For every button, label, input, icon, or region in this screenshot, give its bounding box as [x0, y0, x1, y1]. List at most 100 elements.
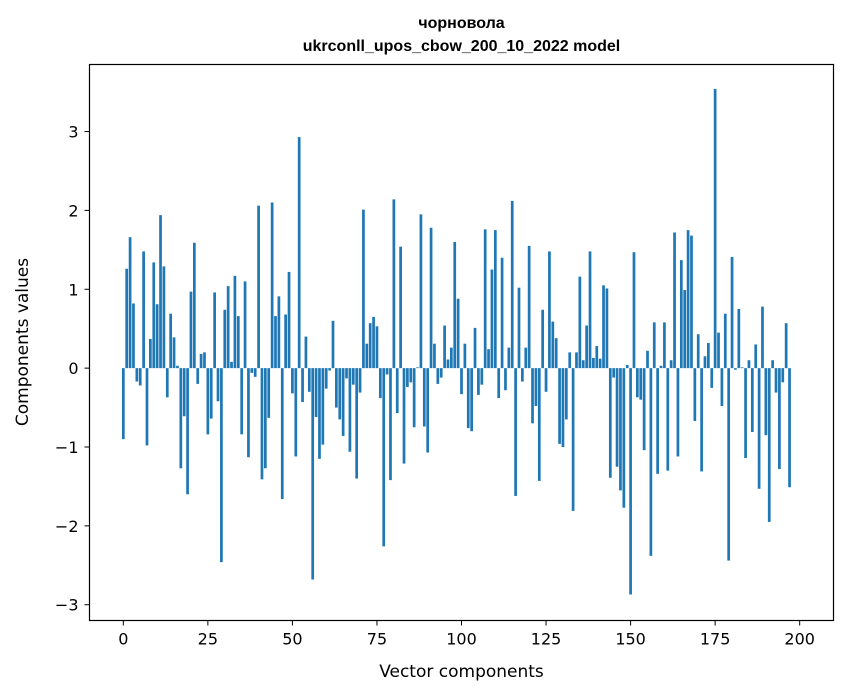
- bar: [351, 368, 355, 385]
- bar: [169, 313, 173, 369]
- bar: [368, 323, 372, 369]
- bar: [280, 368, 284, 500]
- bar: [740, 367, 744, 369]
- bar: [243, 281, 247, 369]
- bar: [138, 368, 142, 386]
- bar: [331, 320, 335, 369]
- bar: [629, 368, 632, 595]
- bar: [159, 215, 162, 369]
- bar: [622, 368, 626, 508]
- bar: [497, 368, 501, 399]
- bar: [324, 368, 328, 389]
- bar: [690, 235, 693, 369]
- bar: [781, 368, 785, 383]
- bar: [450, 347, 453, 369]
- bar: [598, 358, 602, 369]
- bar: [551, 321, 555, 369]
- bar: [260, 368, 264, 480]
- bar: [253, 368, 257, 377]
- bar: [172, 337, 176, 369]
- bar: [605, 288, 609, 369]
- bar: [433, 343, 436, 369]
- x-tick-label: 25: [198, 630, 218, 649]
- bar: [176, 365, 179, 369]
- bar: [422, 368, 426, 427]
- bar: [646, 350, 649, 369]
- bar: [142, 251, 145, 369]
- bar: [585, 325, 588, 369]
- bar: [152, 262, 156, 369]
- bar: [659, 365, 663, 369]
- bar: [267, 368, 271, 418]
- bar: [608, 368, 612, 478]
- bar: [541, 309, 545, 369]
- x-axis-label: Vector components: [379, 662, 544, 682]
- bar: [355, 368, 359, 479]
- bar: [348, 368, 352, 452]
- bar: [199, 353, 203, 369]
- x-tick-label: 0: [118, 630, 128, 649]
- bar: [291, 368, 294, 394]
- bar: [561, 368, 565, 447]
- y-tick-label: 1: [68, 280, 78, 299]
- x-tick-label: 50: [282, 630, 302, 649]
- bar: [196, 368, 200, 384]
- bar: [365, 343, 369, 369]
- bar: [602, 285, 605, 369]
- bar: [707, 342, 710, 369]
- x-tick-label: 175: [700, 630, 731, 649]
- bar: [358, 368, 362, 393]
- bar: [774, 368, 778, 393]
- chart-title: чорновола: [418, 15, 504, 32]
- bar: [656, 368, 659, 474]
- bar: [463, 343, 467, 369]
- bar: [233, 275, 237, 369]
- bar: [125, 268, 129, 369]
- bar: [223, 309, 227, 369]
- bar: [534, 368, 538, 406]
- bar: [483, 229, 487, 369]
- bar: [578, 276, 582, 369]
- y-tick-label: −1: [55, 438, 79, 457]
- x-tick-label: 150: [615, 630, 646, 649]
- bar: [734, 368, 737, 370]
- bar: [521, 368, 524, 382]
- bar: [375, 326, 379, 369]
- bar: [416, 367, 419, 369]
- bar: [402, 368, 406, 464]
- bar: [155, 304, 159, 369]
- bar: [446, 359, 450, 369]
- bar: [270, 202, 274, 369]
- bar: [666, 368, 670, 471]
- bar: [436, 368, 440, 384]
- bar: [615, 368, 619, 467]
- y-tick-label: −3: [55, 596, 79, 615]
- bar: [213, 292, 216, 369]
- bar: [524, 347, 528, 369]
- bar: [595, 346, 599, 369]
- bar: [192, 242, 196, 369]
- bar: [294, 368, 298, 457]
- bar: [703, 356, 707, 369]
- ticks-group: 0 25 50 75 100 125 150 175 200 −3 −2 −1 0 1 2 3: [55, 123, 815, 649]
- bar: [456, 298, 460, 369]
- y-axis-label: Components values: [13, 258, 33, 426]
- bar: [409, 368, 413, 383]
- bar: [328, 368, 331, 371]
- bar: [149, 338, 152, 369]
- bar: [226, 286, 230, 369]
- bar: [250, 368, 254, 373]
- bar: [504, 368, 507, 391]
- bar: [717, 332, 720, 369]
- bar: [284, 314, 287, 369]
- bar: [341, 368, 345, 436]
- bar: [710, 368, 714, 388]
- bar: [767, 368, 771, 522]
- bar: [426, 368, 430, 453]
- bar: [257, 205, 260, 369]
- bar: [490, 269, 494, 369]
- bar: [335, 368, 338, 408]
- bar: [619, 368, 622, 491]
- bar: [636, 368, 639, 398]
